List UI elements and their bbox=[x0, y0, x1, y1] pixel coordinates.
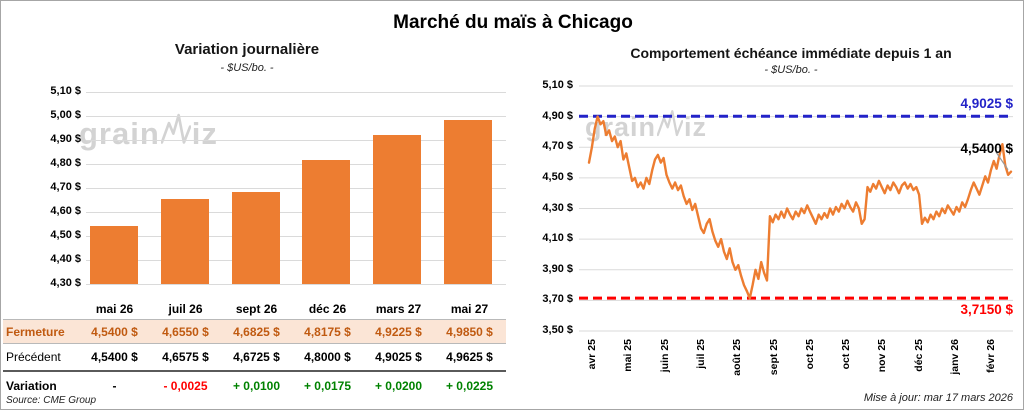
y-tick-label: 4,50 $ bbox=[542, 170, 573, 183]
high-line-label: 4,9025 $ bbox=[960, 96, 1013, 112]
table-row-variation: Variation - - 0,0025 + 0,0100 + 0,0175 + 0,02… bbox=[3, 373, 506, 398]
x-tick-label: juin 25 bbox=[658, 339, 671, 373]
fermeture-value: 4,9850 $ bbox=[446, 324, 493, 339]
update-date: Mise à jour: mar 17 mars 2026 bbox=[863, 392, 1013, 404]
column-header: déc 26 bbox=[308, 301, 347, 316]
grainwiz-watermark: grain iz bbox=[79, 113, 218, 149]
line-chart-title: Comportement échéance immédiate depuis 1… bbox=[630, 45, 952, 61]
gridline bbox=[86, 211, 506, 213]
x-tick-label: mai 25 bbox=[622, 339, 635, 372]
price-table: mai 26 juil 26 sept 26 déc 26 mars 27 mai 27 F… bbox=[3, 298, 506, 398]
variation-value: + 0,0100 bbox=[232, 378, 281, 393]
bar-chart-plot: 5,10 $ 5,00 $ 4,90 $ 4,80 $ 4,70 $ 4,60 $ 4,50… bbox=[50, 85, 506, 289]
x-tick-label: oct 25 bbox=[840, 339, 853, 370]
y-tick-label: 4,70 $ bbox=[542, 140, 573, 153]
x-tick-label: juil 25 bbox=[694, 339, 707, 369]
gridline bbox=[86, 163, 506, 165]
y-tick-label: 4,70 $ bbox=[50, 181, 81, 193]
page-title: Marché du maïs à Chicago bbox=[393, 12, 633, 33]
watermark-text-right: iz bbox=[684, 112, 708, 142]
variation-value: - bbox=[112, 378, 117, 393]
y-tick-label: 3,90 $ bbox=[542, 262, 573, 275]
variation-value: + 0,0200 bbox=[374, 378, 423, 393]
y-tick-label: 4,30 $ bbox=[50, 277, 81, 289]
bar-chart-title: Variation journalière bbox=[174, 41, 320, 58]
y-tick-label: 4,90 $ bbox=[542, 109, 573, 122]
x-tick-label: janv 26 bbox=[949, 339, 961, 375]
x-tick-label: sept 25 bbox=[767, 339, 780, 376]
y-tick-label: 4,90 $ bbox=[50, 133, 81, 145]
row-label: Précédent bbox=[6, 349, 61, 364]
bar-chart-subtitle: - $US/bo. - bbox=[220, 62, 274, 74]
x-tick-label: nov 25 bbox=[876, 339, 889, 373]
bar-mars-27 bbox=[373, 134, 422, 284]
bar-déc-26 bbox=[302, 159, 351, 284]
price-line bbox=[587, 115, 1013, 300]
fermeture-value: 4,9225 $ bbox=[375, 324, 422, 339]
precedent-value: 4,9625 $ bbox=[446, 349, 493, 364]
low-line-label: 3,7150 $ bbox=[960, 302, 1013, 318]
y-tick-label: 4,10 $ bbox=[542, 232, 573, 245]
y-tick-label: 4,80 $ bbox=[50, 157, 81, 169]
x-tick-label: août 25 bbox=[731, 339, 744, 376]
precedent-value: 4,6575 $ bbox=[162, 349, 209, 364]
gridline bbox=[86, 235, 506, 237]
table-row-header: mai 26 juil 26 sept 26 déc 26 mars 27 mai 27 bbox=[3, 298, 506, 319]
bar-sept-26 bbox=[231, 192, 280, 284]
y-tick-label: 5,00 $ bbox=[50, 109, 81, 121]
column-header: mars 27 bbox=[375, 301, 422, 316]
y-tick-label: 4,60 $ bbox=[50, 205, 81, 217]
y-tick-label: 5,10 $ bbox=[50, 85, 81, 97]
gridline bbox=[86, 187, 506, 189]
gridline bbox=[86, 259, 506, 261]
gridline bbox=[86, 115, 506, 117]
y-tick-label: 5,10 $ bbox=[542, 79, 573, 91]
precedent-value: 4,8000 $ bbox=[304, 349, 351, 364]
last-price-label: 4,5400 $ bbox=[960, 141, 1013, 156]
gridline bbox=[86, 283, 506, 285]
y-tick-label: 3,70 $ bbox=[542, 293, 573, 306]
row-label: Fermeture bbox=[6, 324, 65, 339]
grainwiz-watermark: grain iz bbox=[585, 109, 707, 141]
x-tick-label: oct 25 bbox=[803, 339, 816, 370]
fermeture-value: 4,5400 $ bbox=[91, 324, 138, 339]
watermark-w-icon bbox=[657, 110, 684, 137]
line-chart-plot bbox=[579, 85, 1013, 332]
row-label: Variation bbox=[6, 378, 57, 393]
column-header: mai 27 bbox=[450, 301, 489, 316]
gridline bbox=[86, 91, 506, 93]
table-divider bbox=[3, 370, 506, 372]
source-note: Source: CME Group bbox=[6, 395, 97, 406]
fermeture-value: 4,6550 $ bbox=[162, 324, 209, 339]
y-tick-label: 3,50 $ bbox=[542, 324, 573, 336]
column-header: juil 26 bbox=[168, 301, 203, 316]
line-chart-subtitle: - $US/bo. - bbox=[764, 64, 818, 76]
precedent-value: 4,5400 $ bbox=[91, 349, 138, 364]
y-tick-label: 4,40 $ bbox=[50, 253, 81, 265]
bar-juil-26 bbox=[160, 198, 209, 284]
watermark-text-right: iz bbox=[191, 116, 218, 151]
variation-value: + 0,0175 bbox=[303, 378, 352, 393]
y-tick-label: 4,50 $ bbox=[50, 229, 81, 241]
fermeture-value: 4,6825 $ bbox=[233, 324, 280, 339]
precedent-value: 4,6725 $ bbox=[233, 349, 280, 364]
variation-value: - 0,0025 bbox=[163, 378, 208, 393]
label-leader-line bbox=[995, 151, 1009, 171]
x-tick-label: avr 25 bbox=[586, 339, 598, 370]
x-tick-label: févr 26 bbox=[985, 339, 998, 373]
watermark-text-left: grain bbox=[79, 116, 160, 151]
x-tick-label: déc 25 bbox=[912, 339, 925, 372]
bar-mai-26 bbox=[90, 226, 138, 284]
table-row-precedent: Précédent 4,5400 $ 4,6575 $ 4,6725 $ 4,8000 … bbox=[3, 344, 506, 369]
fermeture-value: 4,8175 $ bbox=[304, 324, 351, 339]
y-tick-label: 4,30 $ bbox=[542, 201, 573, 214]
bar-mai-27 bbox=[444, 119, 492, 284]
variation-value: + 0,0225 bbox=[445, 378, 494, 393]
table-row-fermeture: Fermeture 4,5400 $ 4,6550 $ 4,6825 $ 4,8175 … bbox=[3, 319, 506, 344]
column-header: sept 26 bbox=[235, 301, 278, 316]
column-header: mai 26 bbox=[95, 301, 134, 316]
precedent-value: 4,9025 $ bbox=[375, 349, 422, 364]
gridline bbox=[86, 139, 506, 141]
